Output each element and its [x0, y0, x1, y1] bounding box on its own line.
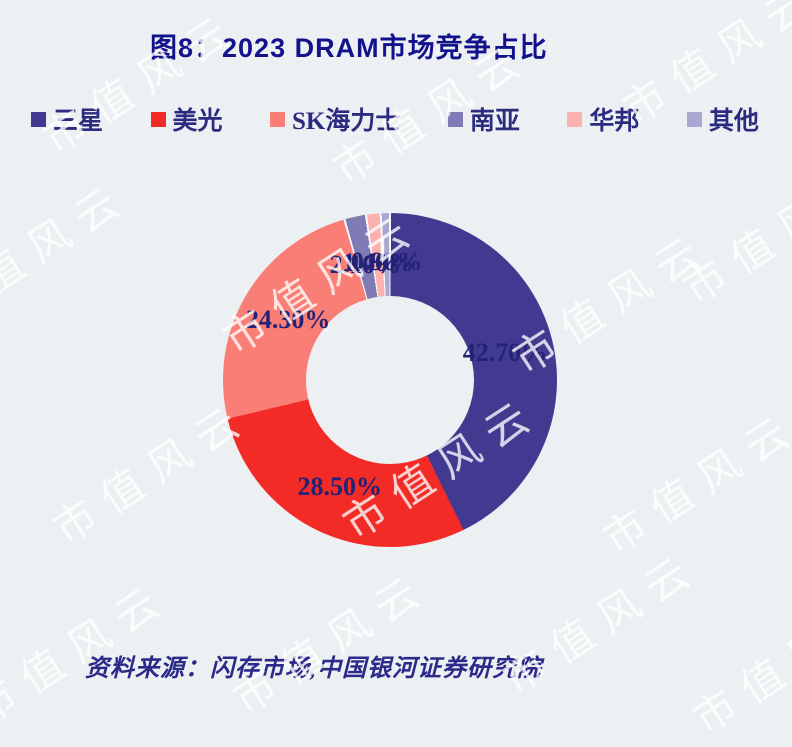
- page-title: 图8：2023 DRAM市场竞争占比: [150, 33, 548, 63]
- legend-label: 美光: [172, 108, 223, 135]
- watermark-text: 市值风云: [0, 171, 139, 334]
- legend-swatch-icon: [447, 111, 463, 127]
- legend-swatch-icon: [270, 111, 286, 127]
- watermark-text: 市值风云: [224, 561, 439, 724]
- legend-item: 华邦: [567, 101, 639, 137]
- legend-item: 美光: [150, 101, 223, 137]
- legend-swatch-icon: [150, 111, 166, 127]
- legend-swatch-icon: [686, 111, 702, 127]
- watermark-text: 市值风云: [594, 401, 792, 564]
- legend-label: 三星: [53, 108, 104, 135]
- donut-hole: [306, 296, 474, 464]
- watermark-text: 市值风云: [674, 151, 792, 314]
- source-text: 资料来源：闪存市场,中国银河证券研究院: [85, 656, 542, 682]
- legend-label: 华邦: [589, 108, 640, 135]
- legend-label: 其他: [708, 108, 759, 135]
- legend-label: SK海力士: [292, 108, 401, 135]
- legend-swatch-icon: [567, 111, 583, 127]
- legend-item: SK海力士: [270, 101, 400, 137]
- watermark-text: 市值风云: [684, 581, 792, 744]
- legend-item: 其他: [686, 101, 759, 137]
- legend-item: 南亚: [447, 101, 520, 137]
- legend-swatch-icon: [31, 111, 46, 127]
- chart-legend: 三星 美光 SK海力士 南亚 华邦 其他: [31, 101, 759, 137]
- legend-item: 三星: [31, 101, 103, 137]
- legend-label: 南亚: [469, 108, 520, 135]
- watermark-text: 市值风云: [34, 1, 249, 164]
